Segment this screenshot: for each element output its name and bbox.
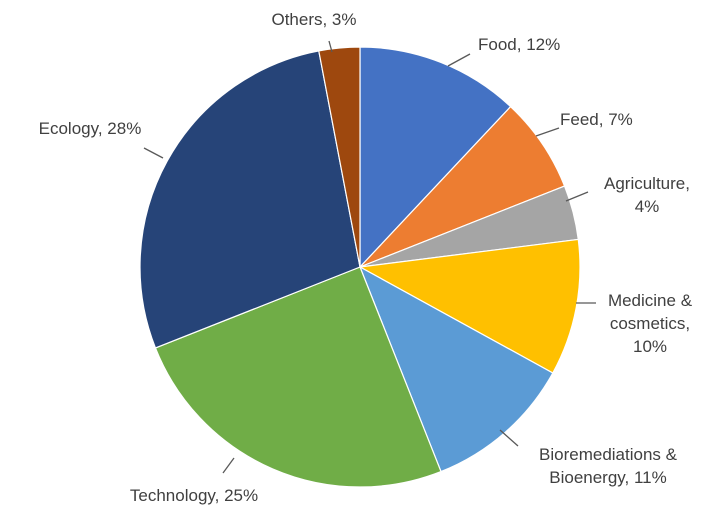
data-label-line: 4%	[635, 197, 660, 216]
data-label-line: Feed, 7%	[560, 110, 633, 129]
slice-others	[318, 46, 361, 268]
data-label-line: Bioremediations &	[539, 445, 678, 464]
data-label-line: Agriculture,	[604, 174, 690, 193]
data-label-line: Technology, 25%	[130, 486, 258, 505]
data-label-line: Ecology, 28%	[39, 119, 142, 138]
leader-line-others	[328, 40, 333, 53]
data-label-line: Others, 3%	[271, 10, 356, 29]
slice-bioremediations-bioenergy	[358, 265, 554, 473]
data-label-line: Bioenergy, 11%	[549, 468, 667, 487]
leader-line-agriculture	[565, 191, 589, 202]
data-label-agriculture: Agriculture, 4%	[604, 174, 690, 216]
data-label-feed: Feed, 7%	[560, 110, 633, 129]
leader-line-technology	[222, 457, 235, 474]
data-label-line: Medicine &	[608, 291, 693, 310]
data-label-bioremediations-bioenergy: Bioremediations & Bioenergy, 11%	[539, 445, 678, 487]
data-label-line: cosmetics,	[610, 314, 690, 333]
slice-ecology	[139, 50, 361, 349]
data-label-others: Others, 3%	[271, 10, 356, 29]
data-labels: Food, 12% Feed, 7% Agriculture, 4% Medicine …	[39, 10, 693, 505]
slice-medicine-cosmetics	[358, 238, 581, 374]
data-label-food: Food, 12%	[478, 35, 560, 54]
leader-line-feed	[535, 127, 560, 137]
leader-line-food	[447, 53, 471, 67]
data-label-technology: Technology, 25%	[130, 486, 258, 505]
leader-lines	[143, 40, 596, 474]
pie-slices	[139, 46, 581, 488]
slice-food	[359, 46, 512, 269]
data-label-ecology: Ecology, 28%	[39, 119, 142, 138]
leader-line-ecology	[143, 147, 164, 159]
leader-line-bioremediations-bioenergy	[499, 429, 519, 447]
slice-technology	[154, 266, 442, 488]
data-label-medicine-cosmetics: Medicine & cosmetics, 10%	[608, 291, 693, 356]
data-label-line: Food, 12%	[478, 35, 560, 54]
data-label-line: 10%	[633, 337, 667, 356]
